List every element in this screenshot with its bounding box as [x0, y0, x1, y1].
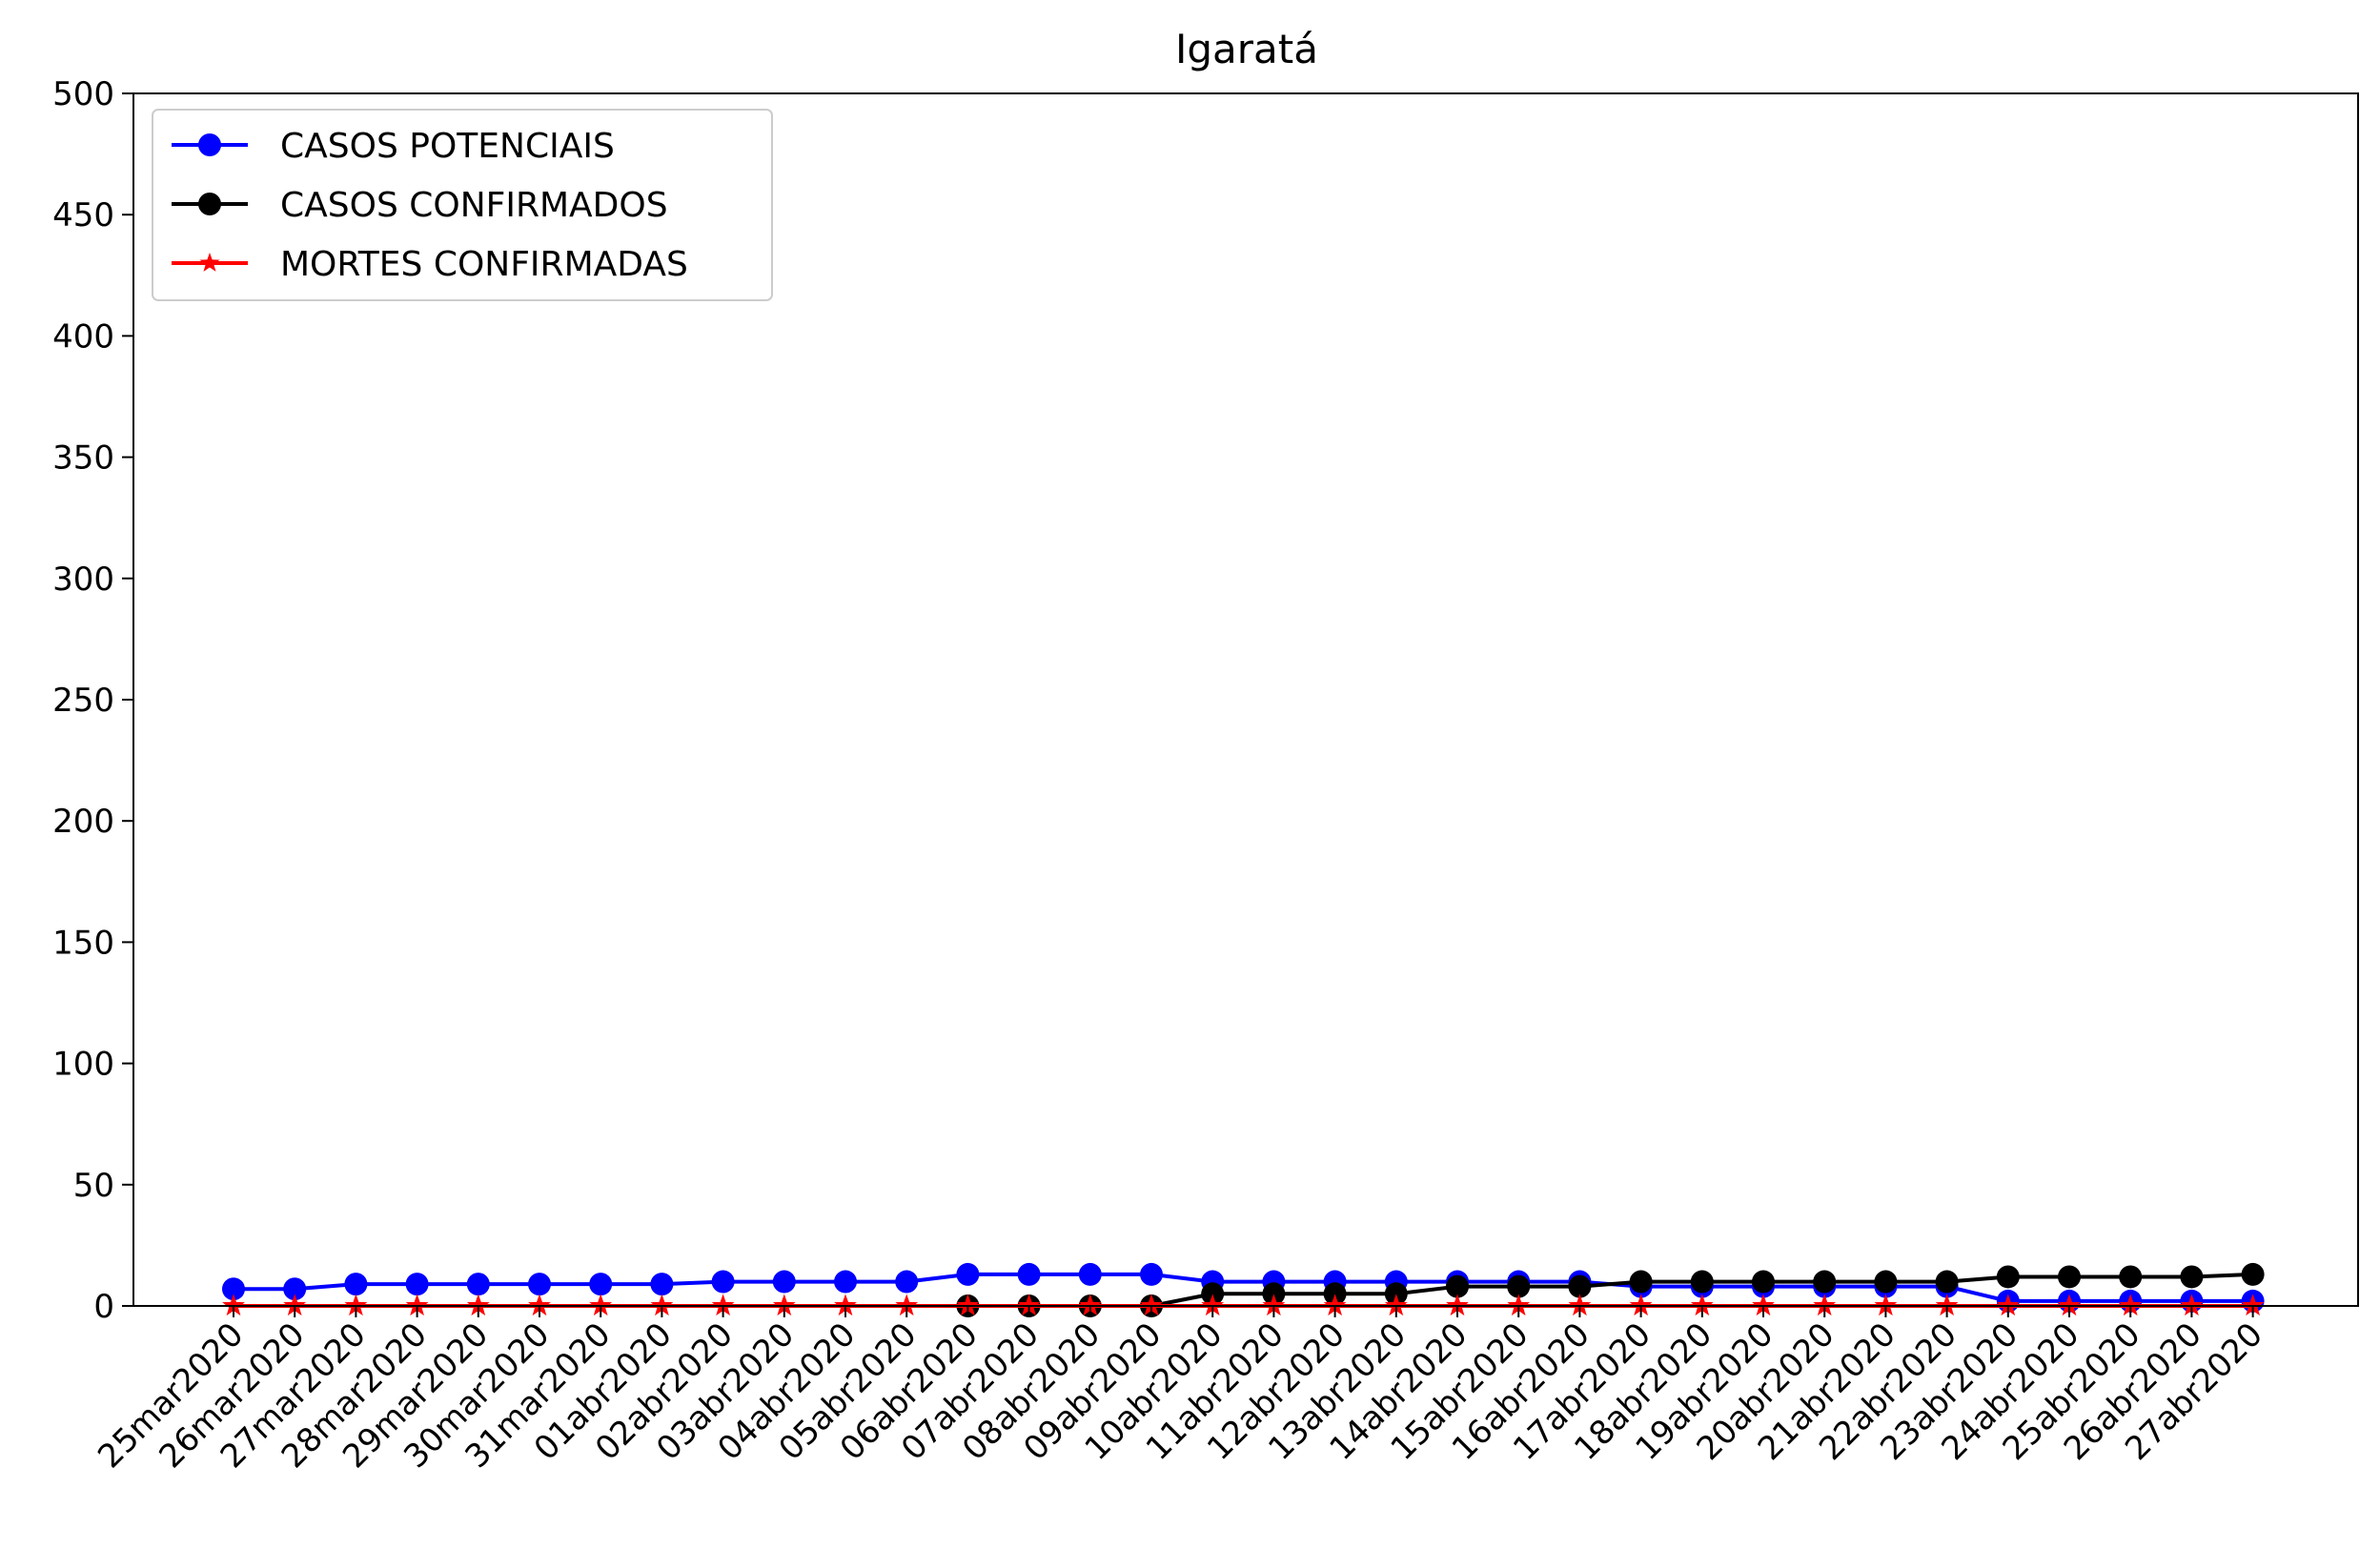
- data-point: [1935, 1270, 1959, 1294]
- y-tick-label: 100: [52, 1046, 114, 1084]
- series-2: [222, 1294, 2265, 1316]
- y-tick-label: 200: [52, 803, 114, 841]
- y-tick-label: 150: [52, 924, 114, 962]
- data-point: [1078, 1262, 1102, 1286]
- y-tick-label: 450: [52, 196, 114, 234]
- data-point: [1446, 1274, 1469, 1298]
- y-tick-label: 350: [52, 439, 114, 478]
- series-line: [234, 1272, 2253, 1303]
- legend-label: MORTES CONFIRMADAS: [280, 245, 688, 284]
- data-point: [834, 1270, 857, 1294]
- data-point: [1384, 1282, 1408, 1306]
- data-point: [1201, 1282, 1225, 1306]
- data-point: [405, 1273, 429, 1296]
- data-point: [2241, 1262, 2265, 1286]
- y-tick-label: 300: [52, 560, 114, 599]
- y-tick-label: 400: [52, 317, 114, 356]
- data-point: [2058, 1265, 2081, 1289]
- data-point: [895, 1270, 919, 1294]
- data-point: [711, 1270, 735, 1294]
- legend-label: CASOS CONFIRMADOS: [280, 186, 668, 225]
- data-point: [1629, 1270, 1653, 1294]
- legend-marker: [198, 133, 221, 156]
- data-point: [1323, 1282, 1347, 1306]
- data-point: [650, 1273, 674, 1296]
- legend: CASOS POTENCIAIS CASOS CONFIRMADOS MORTES …: [152, 109, 773, 301]
- legend-label: CASOS POTENCIAIS: [280, 127, 615, 166]
- y-tick-label: 50: [73, 1167, 114, 1205]
- chart-title: Igaratá: [1175, 26, 1318, 72]
- data-point: [283, 1277, 307, 1301]
- y-tick-label: 500: [52, 75, 114, 113]
- data-point: [1874, 1270, 1898, 1294]
- data-point: [1813, 1270, 1837, 1294]
- data-point: [2180, 1265, 2204, 1289]
- y-axis: 0 50 100 150 200 250 300 350 400 450 500: [52, 75, 133, 1326]
- data-point: [344, 1273, 368, 1296]
- data-point: [1507, 1274, 1531, 1298]
- data-point: [956, 1262, 980, 1286]
- x-axis: 25mar202026mar202027mar202028mar202029ma…: [91, 1306, 2270, 1476]
- data-point: [1996, 1265, 2020, 1289]
- data-point: [772, 1270, 796, 1294]
- data-point: [1017, 1262, 1041, 1286]
- data-point: [1568, 1274, 1592, 1298]
- legend-marker: [199, 253, 220, 272]
- data-point: [466, 1273, 490, 1296]
- y-tick-label: 250: [52, 682, 114, 720]
- plot-area: [222, 1262, 2265, 1317]
- data-point: [1262, 1282, 1286, 1306]
- data-point: [1752, 1270, 1775, 1294]
- data-point: [1690, 1270, 1714, 1294]
- data-point: [528, 1273, 551, 1296]
- data-point: [222, 1277, 245, 1301]
- data-point: [2119, 1265, 2143, 1289]
- y-tick-label: 0: [93, 1288, 114, 1326]
- plot-frame: [132, 92, 2359, 1307]
- legend-marker: [198, 193, 221, 215]
- data-point: [589, 1273, 613, 1296]
- data-point: [1140, 1262, 1163, 1286]
- series-line: [967, 1272, 2253, 1308]
- legend-box: [152, 109, 773, 301]
